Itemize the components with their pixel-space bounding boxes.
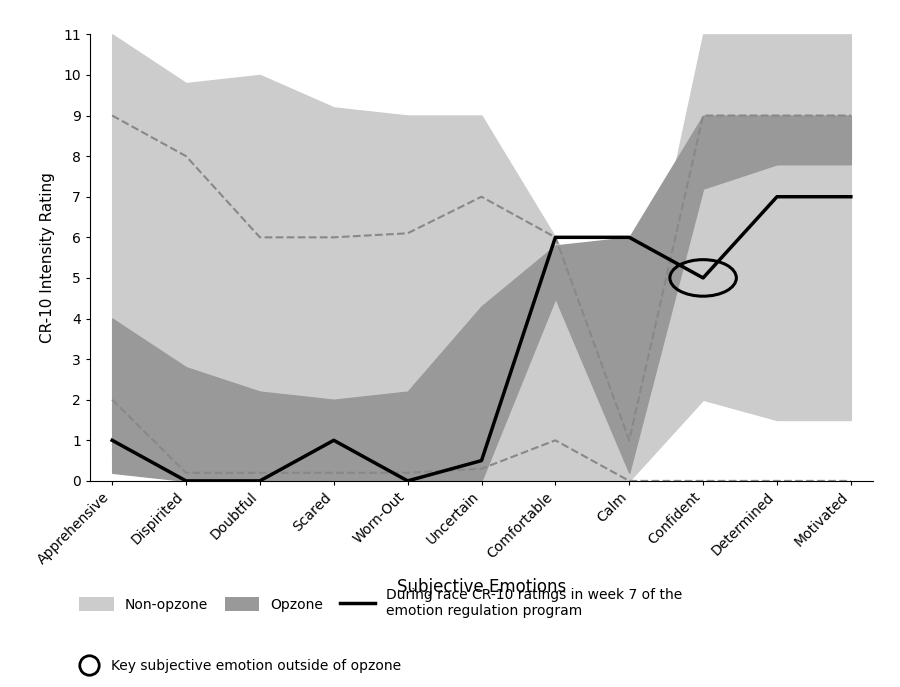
X-axis label: Subjective Emotions: Subjective Emotions — [397, 578, 566, 596]
Legend: Non-opzone, Opzone, During race CR-10 ratings in week 7 of the
emotion regulatio: Non-opzone, Opzone, During race CR-10 ra… — [79, 588, 682, 618]
Y-axis label: CR-10 Intensity Rating: CR-10 Intensity Rating — [40, 172, 55, 343]
Legend: Key subjective emotion outside of opzone: Key subjective emotion outside of opzone — [79, 660, 401, 673]
